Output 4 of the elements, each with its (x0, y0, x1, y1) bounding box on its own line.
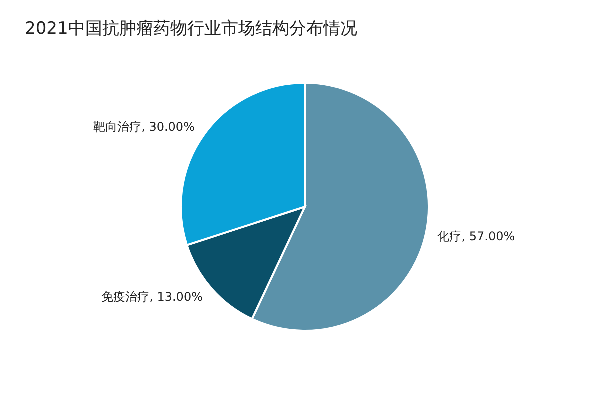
slice-label: 靶向治疗, 30.00% (94, 120, 195, 134)
chart-title: 2021中国抗肿瘤药物行业市场结构分布情况 (25, 19, 358, 39)
slice-label: 免疫治疗, 13.00% (102, 290, 203, 304)
slice-label: 化疗, 57.00% (438, 230, 516, 244)
